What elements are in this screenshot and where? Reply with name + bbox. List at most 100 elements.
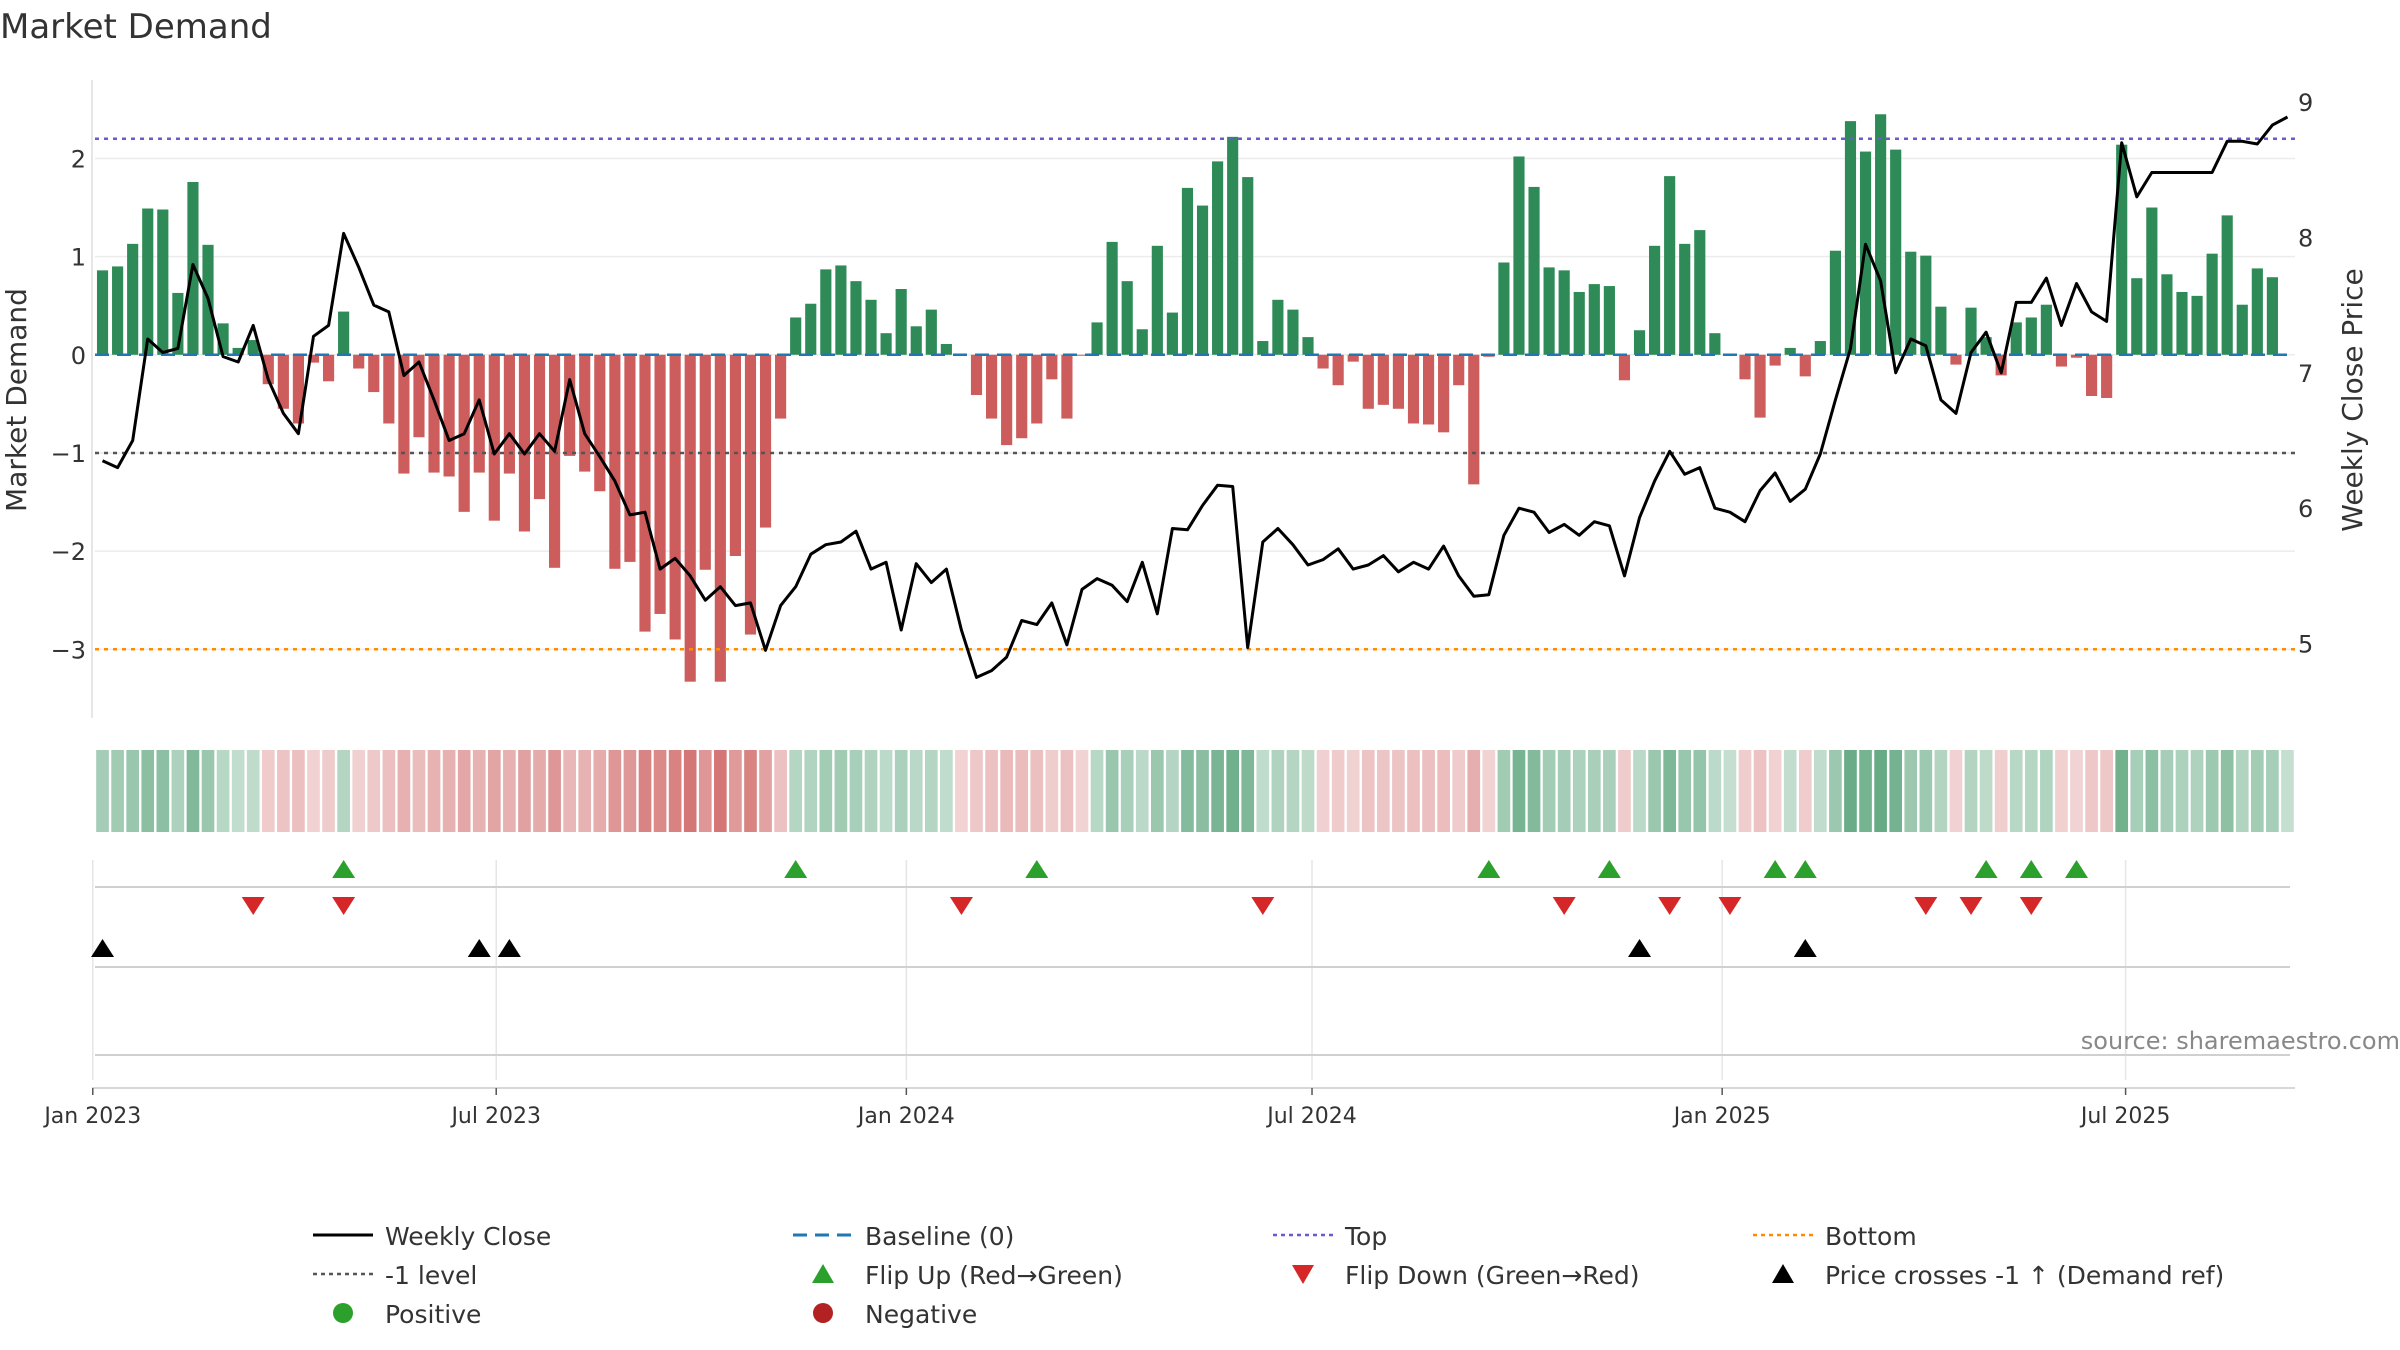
heat-cell xyxy=(1723,750,1737,832)
demand-bar xyxy=(1829,250,1841,355)
legend-negative: Negative xyxy=(813,1300,977,1329)
demand-bar xyxy=(232,347,244,355)
flip-down-marker xyxy=(1658,897,1682,915)
demand-bar xyxy=(1106,241,1118,355)
heat-cell xyxy=(849,750,863,832)
heat-cell xyxy=(1783,750,1797,832)
demand-bar xyxy=(1332,354,1344,386)
heat-cell xyxy=(909,750,923,832)
heat-cell xyxy=(1075,750,1089,832)
demand-bar xyxy=(2221,215,2233,355)
y2-tick-label: 8 xyxy=(2298,224,2313,252)
heat-cell xyxy=(1301,750,1315,832)
demand-bar xyxy=(1347,354,1359,362)
heat-cell xyxy=(1587,750,1601,832)
demand-bar xyxy=(564,354,576,456)
heat-cell xyxy=(2009,750,2023,832)
heat-cell xyxy=(246,750,260,832)
demand-bar xyxy=(413,354,425,438)
demand-bar xyxy=(1558,270,1570,355)
heat-cell xyxy=(171,750,185,832)
demand-bar xyxy=(1091,322,1103,355)
flip-up-marker xyxy=(1597,860,1621,878)
demand-bar xyxy=(1136,329,1148,355)
heat-cell xyxy=(2190,750,2204,832)
demand-bar xyxy=(1965,307,1977,355)
demand-bar xyxy=(1649,245,1661,355)
flip-up-marker xyxy=(784,860,808,878)
demand-bar xyxy=(654,354,666,614)
heat-cell xyxy=(2115,750,2129,832)
legend: Weekly Close -1 level Positive Baseline … xyxy=(313,1222,2224,1329)
heat-cell xyxy=(231,750,245,832)
heat-cell xyxy=(111,750,124,832)
demand-bar xyxy=(1679,243,1691,355)
heat-cell xyxy=(683,750,697,832)
heat-cell xyxy=(2024,750,2038,832)
legend-flip-down-label: Flip Down (Green→Red) xyxy=(1345,1261,1640,1290)
demand-bar xyxy=(775,354,787,419)
demand-bar xyxy=(790,317,802,355)
demand-bar xyxy=(443,354,455,477)
triangle-up-icon xyxy=(812,1264,834,1283)
heat-cell xyxy=(261,750,275,832)
legend-flip-up: Flip Up (Red→Green) xyxy=(812,1261,1123,1290)
demand-bar xyxy=(684,354,696,682)
demand-bar xyxy=(428,354,440,473)
demand-bar xyxy=(2146,207,2158,355)
demand-bar xyxy=(2055,354,2068,367)
y-tick-label: −2 xyxy=(51,538,86,566)
demand-bar xyxy=(1739,354,1751,380)
heat-cell xyxy=(2160,750,2174,832)
heat-cell xyxy=(2040,750,2053,832)
demand-bar xyxy=(1603,286,1615,355)
heat-cell xyxy=(1964,750,1978,832)
heat-cell xyxy=(1768,750,1782,832)
heat-cell xyxy=(1045,750,1059,832)
heat-cell xyxy=(819,750,833,832)
heat-cell xyxy=(729,750,742,832)
demand-bar xyxy=(1212,161,1224,355)
flip-down-marker xyxy=(1552,897,1576,915)
negative-dot-icon xyxy=(813,1303,833,1323)
demand-bar xyxy=(503,354,515,474)
demand-bar xyxy=(533,354,546,500)
flip-down-marker xyxy=(332,897,356,915)
flip-up-marker xyxy=(1793,860,1817,878)
heat-cell xyxy=(442,750,456,832)
demand-bar xyxy=(1543,267,1555,355)
demand-bar xyxy=(1031,354,1043,424)
heat-cell xyxy=(2281,750,2294,832)
heat-cell xyxy=(1527,750,1541,832)
heat-cell xyxy=(2085,750,2098,832)
heat-cell xyxy=(1693,750,1707,832)
heat-cell xyxy=(216,750,230,832)
flip-up-marker xyxy=(2065,860,2089,878)
flip-down-marker xyxy=(2019,897,2043,915)
heat-cell xyxy=(1542,750,1556,832)
heat-cell xyxy=(277,750,290,832)
heat-cell xyxy=(1452,750,1466,832)
demand-bar xyxy=(1875,114,1887,355)
heat-cell xyxy=(970,750,983,832)
price-cross-marker xyxy=(1793,939,1817,957)
demand-bar xyxy=(307,354,320,363)
demand-bar xyxy=(850,281,862,355)
demand-bar xyxy=(518,354,531,532)
legend-top: Top xyxy=(1273,1222,1387,1251)
x-tick-label: Jan 2024 xyxy=(856,1104,955,1129)
heat-cell xyxy=(563,750,576,832)
demand-bar xyxy=(157,209,169,355)
demand-bar xyxy=(1468,354,1480,485)
demand-bar xyxy=(639,354,651,632)
price-cross-marker xyxy=(467,939,491,957)
heat-cell xyxy=(503,750,516,832)
demand-bar xyxy=(1980,337,1992,355)
demand-bar xyxy=(1046,354,1058,380)
demand-bar xyxy=(880,333,892,355)
weekly-close-line xyxy=(101,115,2289,679)
heat-cell xyxy=(1181,750,1194,832)
demand-bar xyxy=(744,354,757,635)
flip-down-marker xyxy=(1959,897,1983,915)
demand-bar xyxy=(805,303,817,355)
